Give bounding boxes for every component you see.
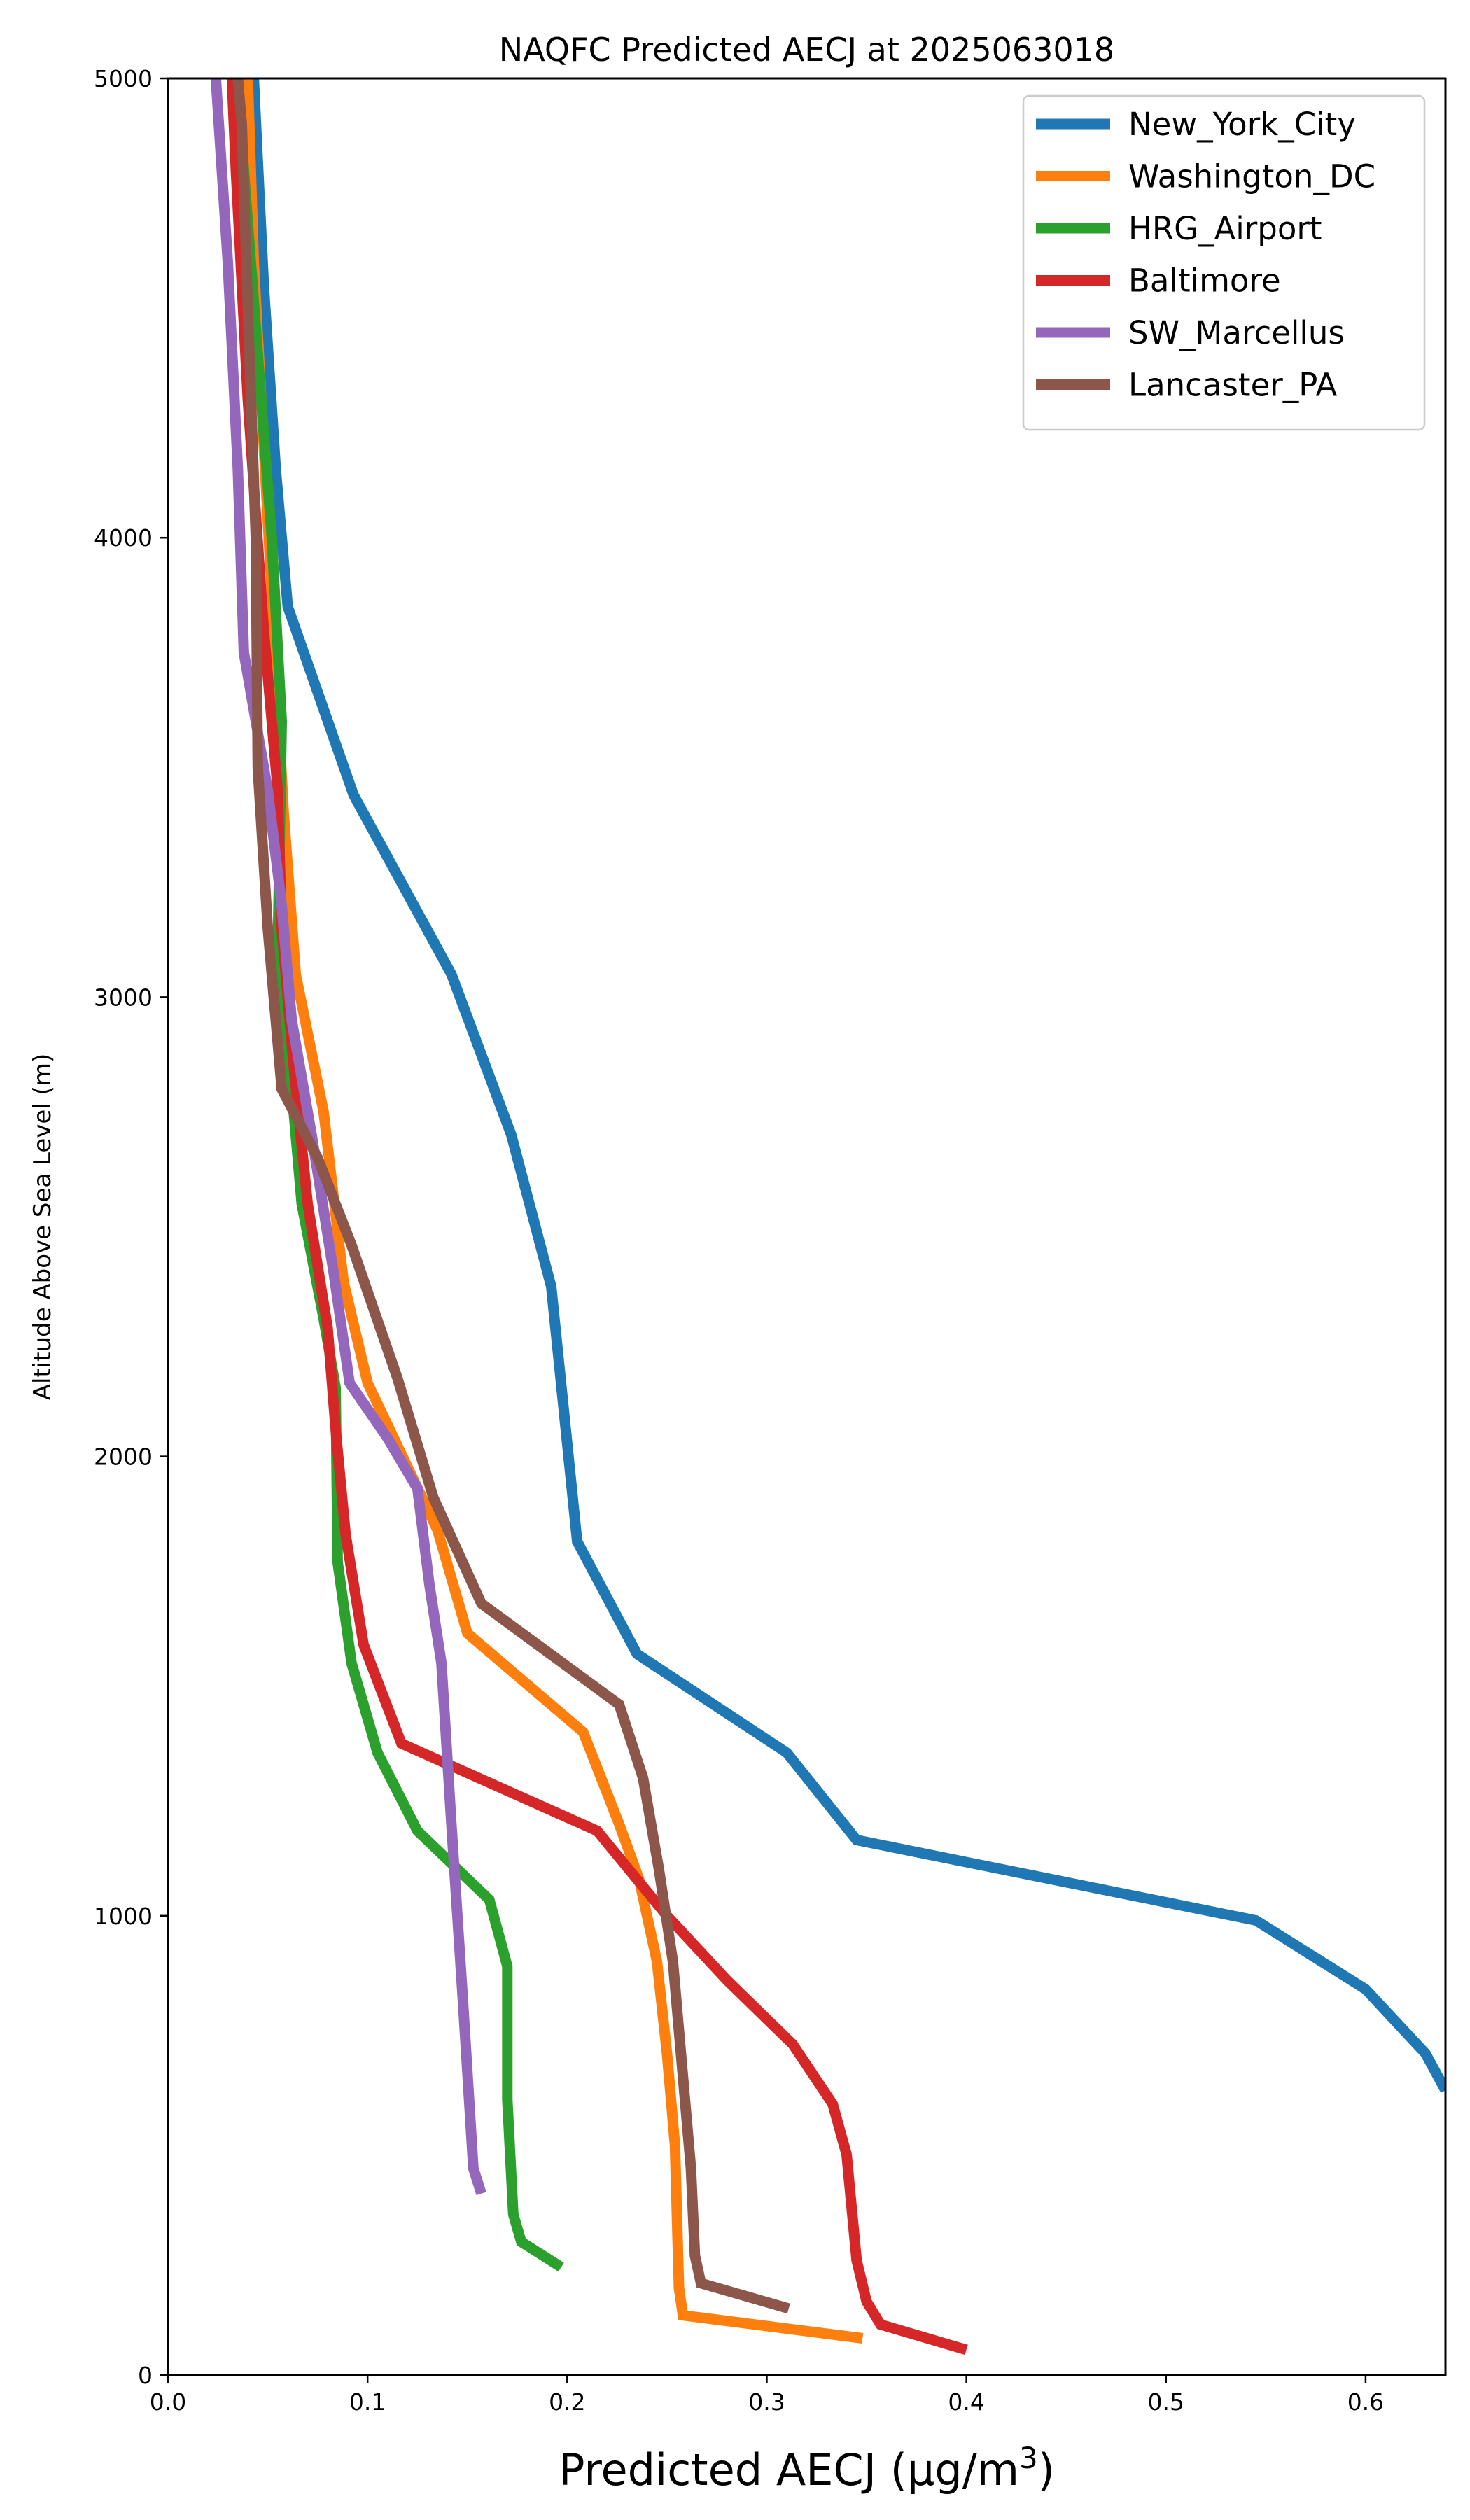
x-tick-label: 0.2 bbox=[549, 2388, 585, 2416]
plot-frame bbox=[167, 77, 1447, 2376]
y-axis-label: Altitude Above Sea Level (m) bbox=[29, 1054, 57, 1401]
series-line-sw-marcellus bbox=[210, 78, 486, 2196]
series-line-lancaster-pa bbox=[232, 78, 790, 2314]
x-axis-label-suffix: ) bbox=[1038, 2444, 1055, 2496]
x-tick-label: 0.3 bbox=[748, 2388, 785, 2416]
legend-box bbox=[1022, 94, 1426, 431]
y-tick-label: 4000 bbox=[94, 524, 153, 552]
series-line-new-york-city bbox=[248, 78, 1446, 2093]
x-axis-label-exponent: 3 bbox=[1019, 2441, 1038, 2475]
y-axis: 0 1000 2000 3000 4000 5000 bbox=[94, 65, 168, 2389]
y-tick-label: 3000 bbox=[94, 983, 153, 1011]
x-axis-label-unit: μg/m bbox=[907, 2444, 1019, 2496]
x-tick-label: 0.1 bbox=[349, 2388, 386, 2416]
chart-title: NAQFC Predicted AECJ at 2025063018 bbox=[499, 31, 1114, 69]
x-axis: 0.0 0.1 0.2 0.3 0.4 0.5 0.6 bbox=[150, 2375, 1384, 2416]
legend-label: HRG_Airport bbox=[1128, 210, 1322, 247]
legend: New_York_City Washington_DC HRG_Airport Bal… bbox=[1022, 94, 1426, 431]
legend-label: Lancaster_PA bbox=[1128, 367, 1338, 404]
series-group bbox=[210, 78, 1446, 2356]
x-tick-label: 0.4 bbox=[948, 2388, 984, 2416]
y-tick-label: 0 bbox=[138, 2362, 153, 2389]
y-tick-label: 2000 bbox=[94, 1443, 153, 1471]
x-tick-label: 0.6 bbox=[1348, 2388, 1384, 2416]
y-tick-label: 5000 bbox=[94, 65, 153, 92]
legend-label: Baltimore bbox=[1128, 262, 1281, 300]
series-line-baltimore bbox=[226, 78, 968, 2356]
x-axis-label-prefix: Predicted AECJ ( bbox=[559, 2444, 907, 2496]
x-tick-label: 0.0 bbox=[150, 2388, 186, 2416]
legend-label: SW_Marcellus bbox=[1128, 314, 1345, 351]
legend-label: New_York_City bbox=[1128, 106, 1356, 143]
legend-label: Washington_DC bbox=[1128, 158, 1376, 195]
x-axis-label: Predicted AECJ (μg/m3) bbox=[559, 2441, 1055, 2496]
x-tick-label: 0.5 bbox=[1148, 2388, 1184, 2416]
y-tick-label: 1000 bbox=[94, 1903, 153, 1930]
